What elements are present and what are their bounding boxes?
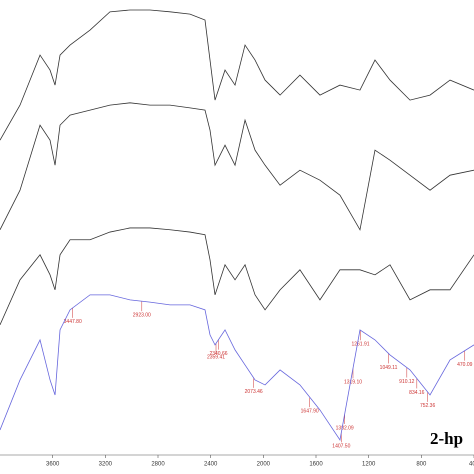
x-tick-label: 2000 [257, 462, 271, 468]
spectrum-line [0, 9, 474, 141]
peak-label: 910.12 [399, 379, 415, 385]
peak-label: 2359.41 [207, 355, 225, 361]
peak-label: 1647.90 [301, 408, 319, 414]
peak-label: 834.16 [409, 390, 425, 396]
x-tick-label: 3600 [46, 462, 60, 468]
x-tick-label: 800 [416, 462, 427, 468]
spectrum-line [0, 227, 474, 326]
peak-label: 752.36 [420, 403, 436, 409]
x-tick-label: 1600 [309, 462, 323, 468]
x-tick-label: 3200 [99, 462, 113, 468]
peak-label: 2923.00 [133, 313, 151, 319]
peak-label: 2073.46 [245, 389, 263, 395]
x-tick-label: 2800 [151, 462, 165, 468]
x-tick-label: 1200 [362, 462, 376, 468]
spectrum-line [0, 294, 474, 442]
peak-label: 1049.11 [380, 365, 398, 371]
spectrum-line [0, 102, 474, 231]
peak-label: 1319.10 [344, 380, 362, 386]
chart-title: 2-hp [430, 429, 463, 448]
peak-label: 1261.91 [351, 342, 369, 348]
x-tick-label: 400 [469, 462, 474, 468]
peak-label: 1407.50 [332, 444, 350, 450]
x-tick-label: 2400 [204, 462, 218, 468]
peak-label: 470.09 [457, 362, 473, 368]
peak-label: 3447.80 [64, 319, 82, 325]
peak-label: 2340.66 [209, 351, 227, 357]
peak-label: 1382.09 [336, 425, 354, 431]
